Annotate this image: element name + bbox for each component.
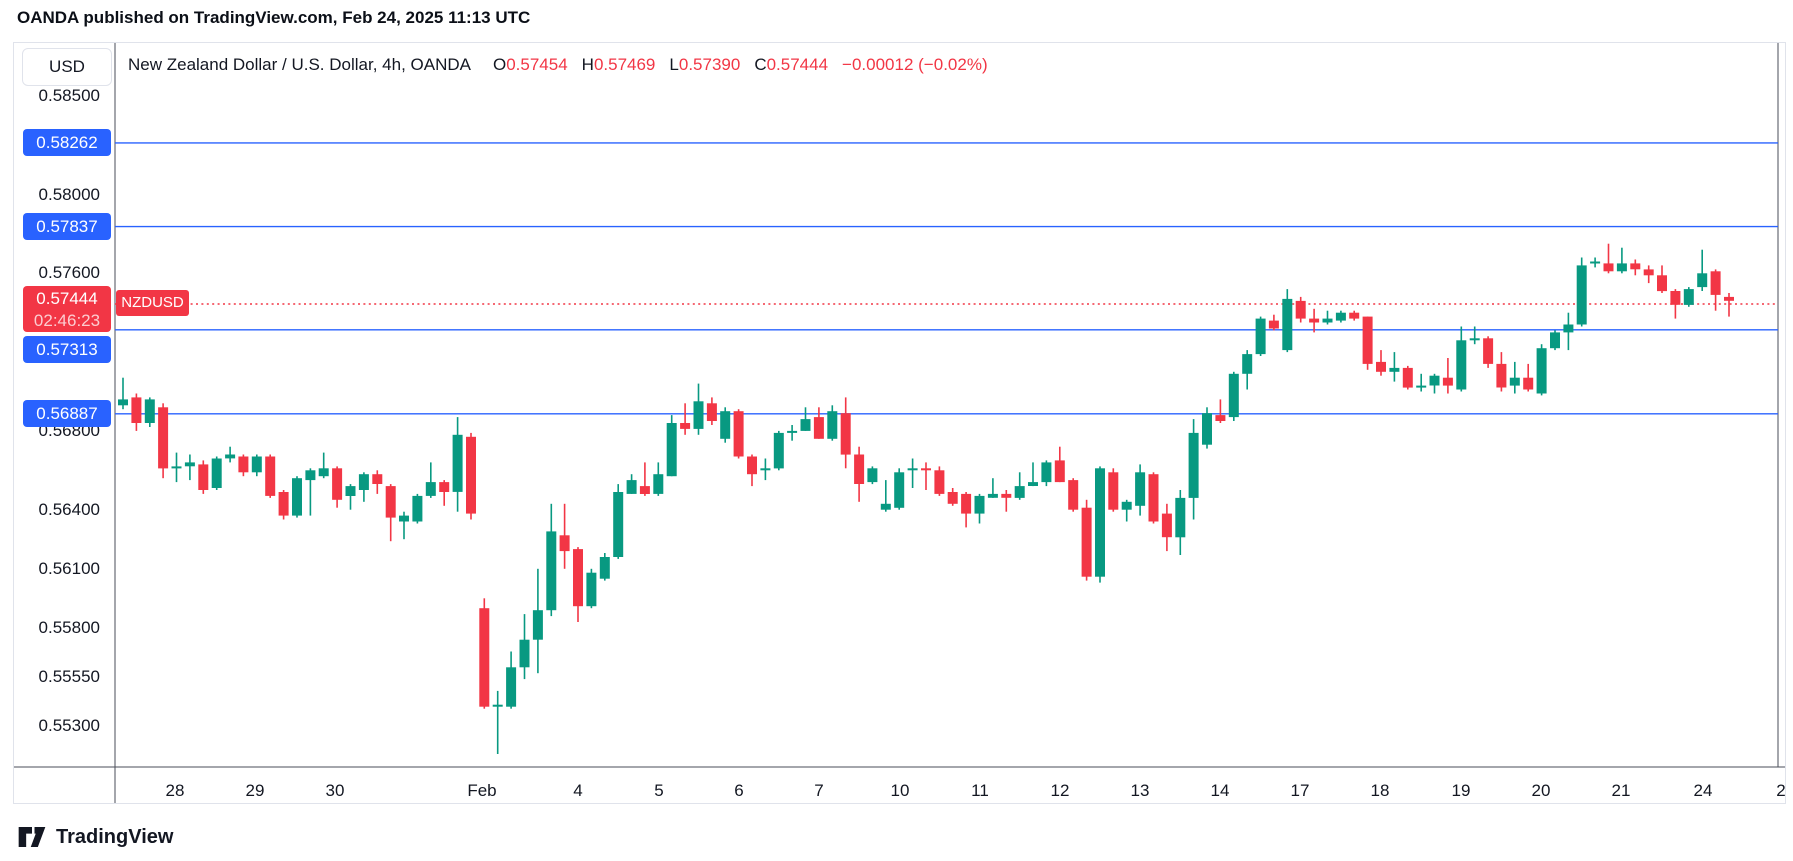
time-axis-label: 14: [1210, 781, 1230, 800]
tradingview-watermark[interactable]: TradingView: [17, 825, 173, 849]
currency-toggle-button[interactable]: USD: [22, 48, 112, 86]
change-value: −0.00012 (−0.02%): [842, 55, 988, 74]
time-axis-label: 20: [1531, 781, 1551, 800]
symbol-price-tag: NZDUSD: [116, 290, 189, 316]
time-axis-label: 21: [1611, 781, 1631, 800]
last-price-value: 0.57444: [36, 289, 98, 308]
ohlc-open: O0.57454: [492, 55, 568, 74]
level-price-badge: 0.58262: [23, 129, 111, 157]
time-axis-label: 17: [1290, 781, 1310, 800]
last-price-badge: 0.57444 02:46:23: [23, 286, 111, 332]
time-axis-label: 19: [1451, 781, 1471, 800]
time-axis-label: 11: [971, 781, 989, 800]
time-axis-label: 28: [165, 781, 185, 800]
time-axis-label: Feb: [467, 781, 497, 800]
time-axis-label: 10: [890, 781, 910, 800]
price-axis-label: 0.58500: [38, 86, 100, 105]
tradingview-logo-text: TradingView: [56, 825, 174, 848]
bar-countdown: 02:46:23: [33, 311, 101, 330]
price-axis-label: 0.55800: [38, 617, 100, 637]
price-axis-label: 0.58000: [38, 184, 100, 204]
tradingview-logo-icon: [18, 827, 46, 847]
candlestick-chart[interactable]: [14, 43, 1786, 804]
time-axis-label: 5: [654, 781, 664, 800]
price-axis-label: 0.56400: [38, 499, 100, 519]
symbol-title: New Zealand Dollar / U.S. Dollar, 4h, OA…: [128, 55, 471, 74]
price-axis-label: 0.55550: [38, 667, 100, 687]
level-price-badge: 0.57313: [23, 336, 111, 363]
time-axis-label: 13: [1130, 781, 1150, 800]
level-price-badge: 0.57837: [23, 213, 111, 241]
price-axis-label: 0.56100: [38, 558, 100, 578]
time-axis-label: 18: [1370, 781, 1390, 800]
time-axis-label: 2: [1776, 781, 1786, 800]
time-axis-label: 29: [245, 781, 265, 800]
ohlc-low: L0.57390: [669, 55, 741, 74]
price-axis-label: 0.57600: [38, 263, 100, 283]
level-price-badge: 0.56887: [23, 400, 111, 428]
price-axis-label: 0.55300: [38, 716, 100, 736]
time-axis-label: 24: [1693, 781, 1713, 800]
time-axis-label: 6: [734, 781, 744, 800]
time-axis-label: 4: [573, 781, 583, 800]
time-axis-label: 30: [325, 781, 345, 800]
symbol-header: New Zealand Dollar / U.S. Dollar, 4h, OA…: [128, 53, 988, 77]
chart-card: USD New Zealand Dollar / U.S. Dollar, 4h…: [13, 42, 1786, 804]
ohlc-high: H0.57469: [581, 55, 656, 74]
ohlc-close: C0.57444: [754, 55, 829, 74]
time-axis-label: 12: [1050, 781, 1070, 800]
time-axis-label: 7: [814, 781, 824, 800]
attribution-text: OANDA published on TradingView.com, Feb …: [17, 8, 531, 27]
